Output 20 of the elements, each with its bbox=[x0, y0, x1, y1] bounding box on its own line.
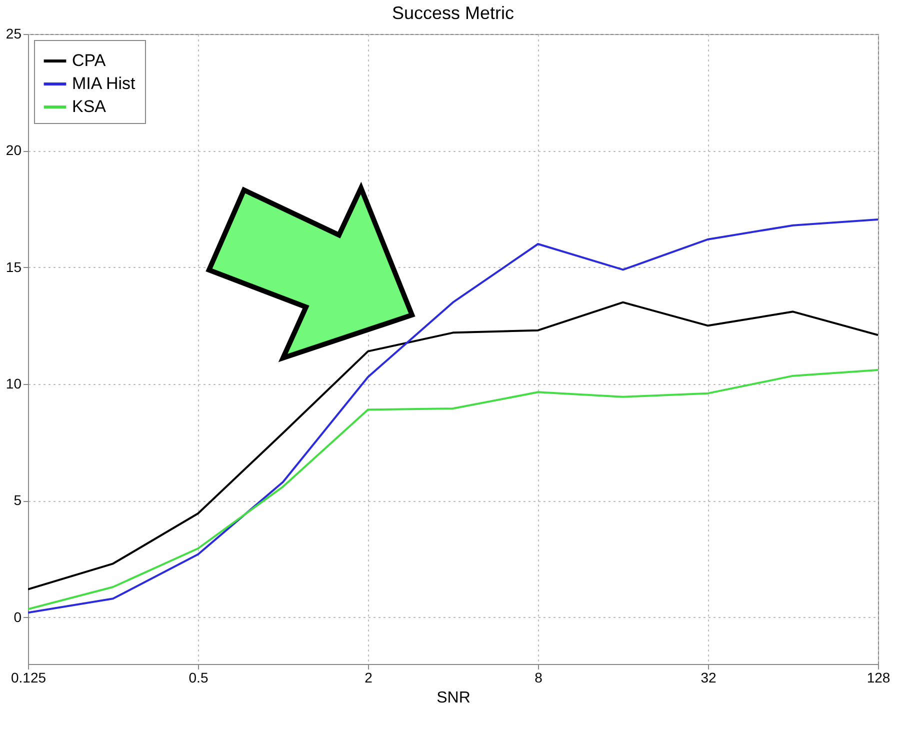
x-tick-label: 32 bbox=[700, 670, 716, 686]
y-tick-label: 10 bbox=[6, 376, 22, 392]
line-series bbox=[28, 369, 878, 610]
x-tick-label: 8 bbox=[534, 670, 543, 686]
x-tick-label: 0.125 bbox=[10, 670, 46, 686]
y-tick-label: 20 bbox=[6, 142, 22, 158]
legend-label: MIA Hist bbox=[72, 74, 136, 93]
x-tick-label: 2 bbox=[364, 670, 373, 686]
x-tick-label: 0.5 bbox=[188, 670, 208, 686]
y-tick-label: 0 bbox=[14, 608, 22, 625]
legend-label: CPA bbox=[72, 51, 106, 70]
line-series bbox=[28, 218, 878, 614]
chart-title: Success Metric bbox=[392, 3, 514, 23]
x-axis-title: SNR bbox=[436, 690, 470, 706]
line-series bbox=[28, 301, 878, 590]
y-tick-label: 5 bbox=[14, 492, 22, 508]
legend-label: KSA bbox=[72, 97, 107, 116]
y-tick-label: 25 bbox=[6, 26, 22, 42]
x-tick-label: 128 bbox=[866, 670, 890, 686]
y-tick-label: 15 bbox=[6, 258, 22, 275]
